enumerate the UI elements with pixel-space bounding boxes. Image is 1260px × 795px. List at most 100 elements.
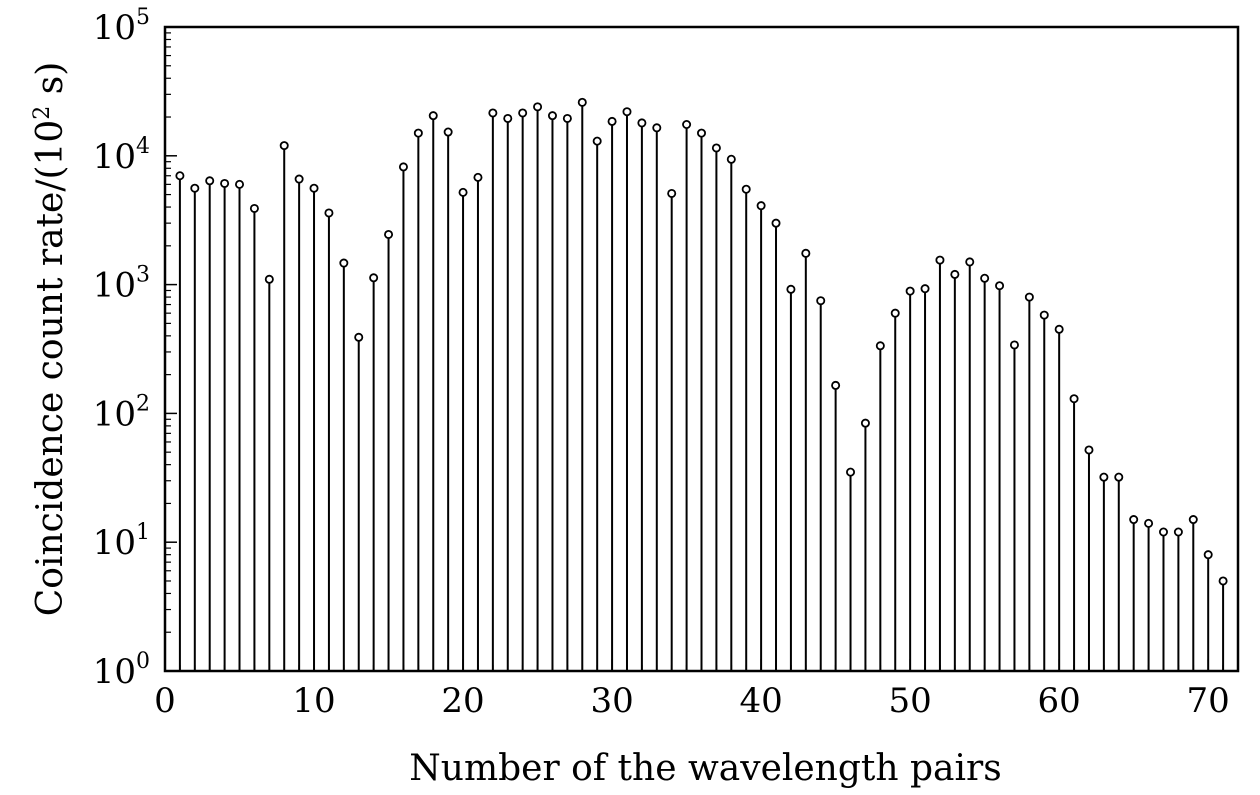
x-tick-label-30: 30 — [590, 681, 633, 721]
data-point-34 — [667, 188, 677, 198]
data-point-64 — [1114, 472, 1124, 482]
data-point-27 — [562, 113, 572, 123]
y-tick-exp: 3 — [136, 263, 150, 288]
data-point-46 — [846, 467, 856, 477]
data-point-32 — [637, 118, 647, 128]
data-point-29 — [592, 136, 602, 146]
y-tick-base: 10 — [93, 394, 136, 434]
y-axis-title-end: s) — [30, 62, 71, 106]
data-point-4 — [220, 178, 230, 188]
data-point-50 — [905, 286, 915, 296]
data-point-38 — [726, 154, 736, 164]
data-point-15 — [384, 229, 394, 239]
data-point-70 — [1203, 550, 1213, 560]
y-axis-title: Coincidence count rate/(102 s) — [30, 62, 71, 617]
data-point-55 — [980, 273, 990, 283]
data-point-6 — [249, 203, 259, 213]
data-point-12 — [339, 258, 349, 268]
x-tick-label-10: 10 — [292, 681, 335, 721]
data-point-59 — [1039, 310, 1049, 320]
y-tick-base: 10 — [93, 266, 136, 306]
data-point-1 — [175, 171, 185, 181]
data-point-49 — [890, 308, 900, 318]
marker-series — [175, 97, 1228, 586]
y-tick-label-3: 103 — [93, 263, 150, 306]
x-tick-label-60: 60 — [1038, 681, 1081, 721]
stem-series — [178, 105, 1225, 671]
data-point-18 — [428, 111, 438, 121]
y-tick-exp: 0 — [136, 649, 150, 674]
data-point-65 — [1129, 515, 1139, 525]
data-point-44 — [816, 296, 826, 306]
data-point-39 — [741, 184, 751, 194]
data-point-23 — [503, 113, 513, 123]
data-point-31 — [622, 107, 632, 117]
data-point-7 — [264, 274, 274, 284]
x-tick-label-40: 40 — [739, 681, 782, 721]
y-tick-exp: 2 — [136, 391, 150, 416]
data-point-66 — [1144, 518, 1154, 528]
data-point-16 — [398, 162, 408, 172]
data-point-35 — [682, 119, 692, 129]
y-tick-label-1: 101 — [93, 520, 150, 563]
y-tick-label-5: 105 — [93, 5, 150, 48]
y-tick-base: 10 — [93, 652, 136, 692]
data-point-69 — [1188, 515, 1198, 525]
y-tick-base: 10 — [93, 137, 136, 177]
data-point-10 — [309, 183, 319, 193]
data-point-17 — [413, 128, 423, 138]
data-point-60 — [1054, 324, 1064, 334]
data-point-43 — [801, 248, 811, 258]
data-point-58 — [1024, 292, 1034, 302]
data-point-47 — [860, 418, 870, 428]
data-point-3 — [205, 176, 215, 186]
data-point-48 — [875, 341, 885, 351]
y-axis-title-sup: 2 — [30, 106, 55, 120]
data-point-22 — [488, 108, 498, 118]
data-point-61 — [1069, 394, 1079, 404]
data-point-9 — [294, 174, 304, 184]
x-tick-label-70: 70 — [1187, 681, 1230, 721]
data-point-19 — [443, 127, 453, 137]
data-point-8 — [279, 141, 289, 151]
data-point-54 — [965, 257, 975, 267]
y-tick-exp: 5 — [136, 5, 150, 30]
x-tick-label-0: 0 — [154, 681, 176, 721]
y-tick-base: 10 — [93, 523, 136, 563]
data-point-45 — [831, 380, 841, 390]
data-point-5 — [235, 179, 245, 189]
y-tick-exp: 4 — [136, 134, 150, 159]
data-point-13 — [354, 332, 364, 342]
data-point-26 — [547, 111, 557, 121]
data-point-20 — [458, 187, 468, 197]
data-point-28 — [577, 97, 587, 107]
data-point-11 — [324, 208, 334, 218]
data-point-37 — [711, 143, 721, 153]
data-point-62 — [1084, 445, 1094, 455]
x-axis-ticks: 0 10 20 30 40 50 60 70 — [154, 659, 1239, 721]
data-point-67 — [1158, 527, 1168, 537]
data-point-68 — [1173, 527, 1183, 537]
data-point-25 — [533, 102, 543, 112]
x-axis-title: Number of the wavelength pairs — [409, 748, 1001, 789]
data-point-2 — [190, 183, 200, 193]
y-tick-label-4: 104 — [93, 134, 150, 177]
data-point-53 — [950, 269, 960, 279]
data-point-30 — [607, 116, 617, 126]
data-point-36 — [697, 128, 707, 138]
data-point-57 — [1009, 340, 1019, 350]
data-point-14 — [369, 273, 379, 283]
data-point-33 — [652, 123, 662, 133]
y-axis-title-main: Coincidence count rate/(10 — [30, 120, 71, 617]
y-tick-exp: 1 — [136, 520, 150, 545]
data-point-24 — [518, 108, 528, 118]
y-tick-base: 10 — [93, 8, 136, 48]
x-tick-label-50: 50 — [889, 681, 932, 721]
x-tick-label-20: 20 — [441, 681, 484, 721]
y-tick-label-0: 100 — [93, 649, 150, 692]
data-point-40 — [756, 201, 766, 211]
y-tick-label-2: 102 — [93, 391, 150, 434]
data-point-63 — [1099, 472, 1109, 482]
